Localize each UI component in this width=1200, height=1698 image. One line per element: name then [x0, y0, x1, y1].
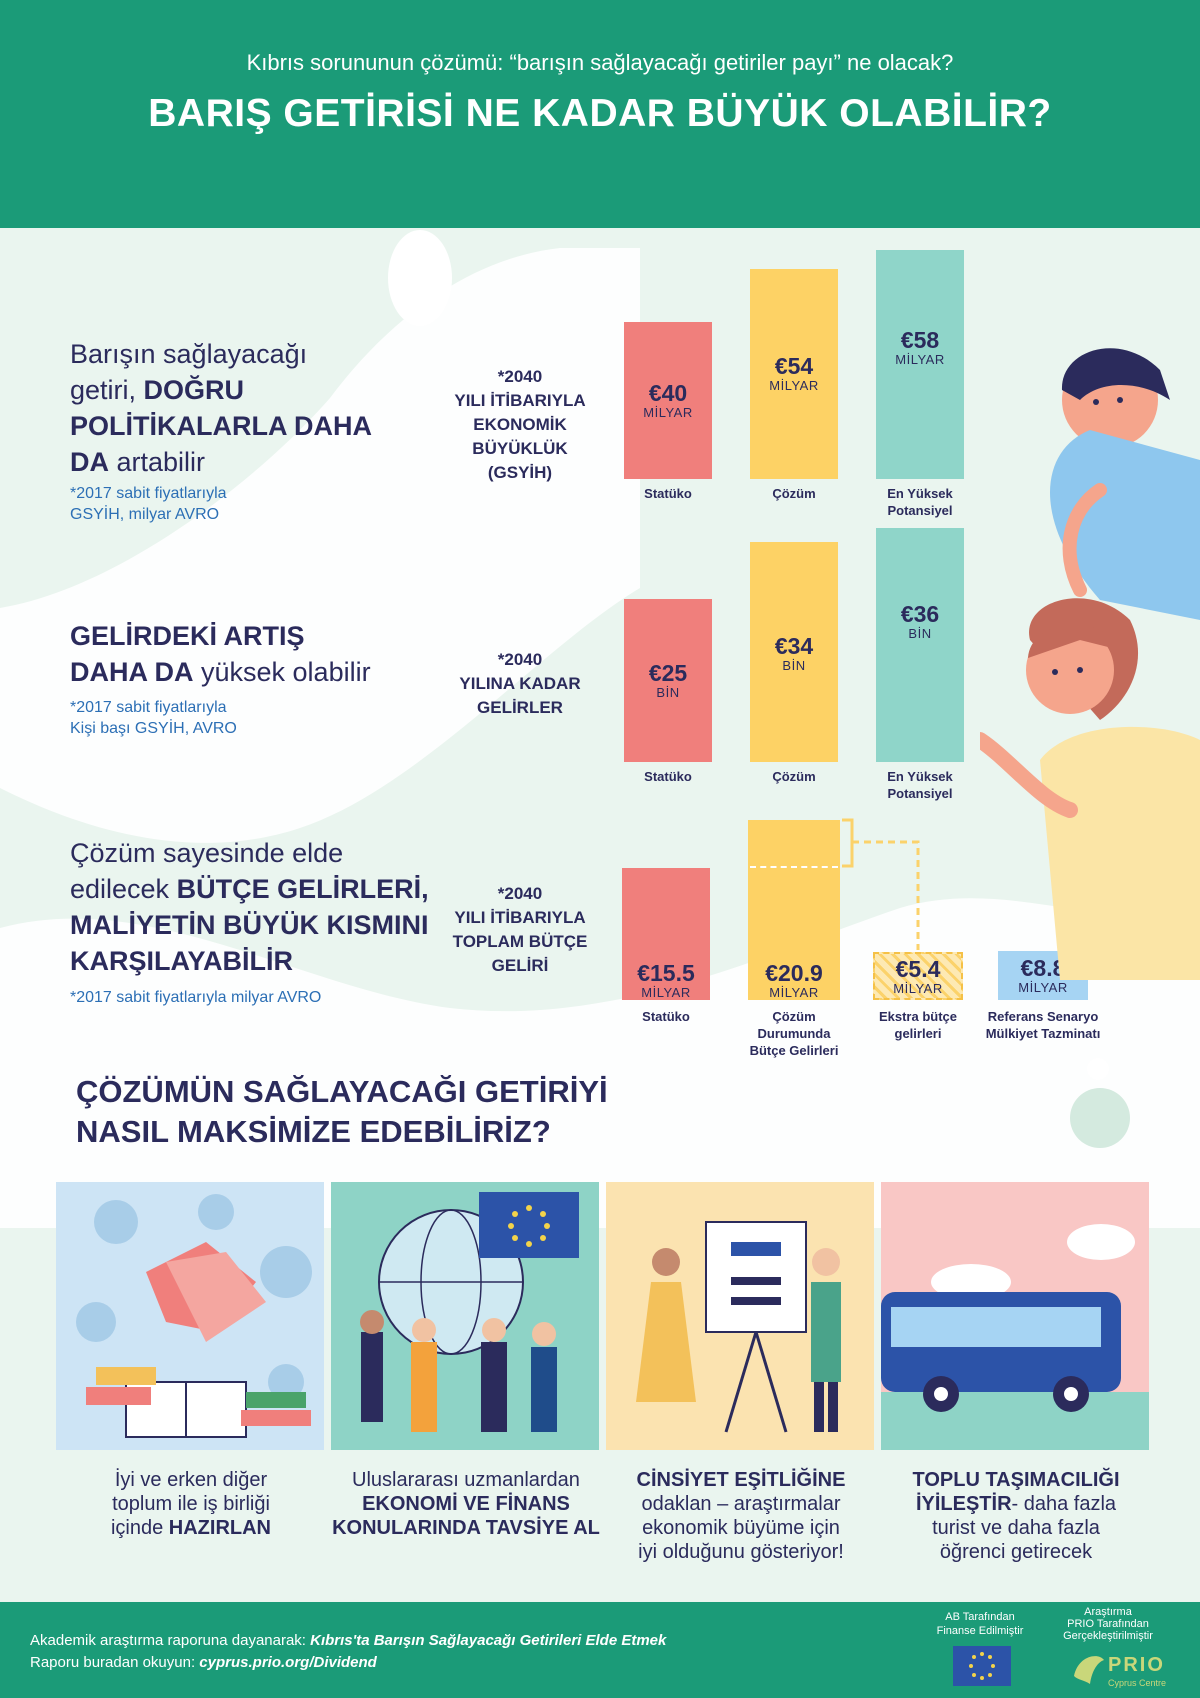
label-gdp-potansiyel: En Yüksek Potansiyel: [887, 486, 953, 518]
section2-note: *2017 sabit fiyatlarıyla Kişi başı GSYİH,…: [70, 699, 237, 737]
label-income-cozum: Çözüm: [772, 769, 816, 784]
caption-gender: CİNSİYET EŞİTLİĞİNE odaklan – araştırmal…: [636, 1469, 846, 1563]
caption-cooperation: İyi ve erken diğer toplum ile iş birliği…: [110, 1469, 272, 1539]
section2-row-label: *2040 YILINA KADAR GELİRLER: [459, 650, 581, 717]
bar-income-potansiyel: €36 BİN: [876, 528, 964, 762]
section1-row-label: *2040 YILI İTİBARIYLA EKONOMİK BÜYÜKLÜK (GSY…: [454, 367, 586, 482]
how-title: ÇÖZÜMÜN SAĞLAYACAĞI GETİRİYİ NASIL MAKSİ…: [76, 1074, 608, 1149]
section1-heading: Barışın sağlayacağı getiri, DOĞRU POLİTİ…: [70, 339, 372, 477]
section3-heading: Çözüm sayesinde elde edilecek BÜTÇE GELİ…: [70, 838, 429, 976]
main-title: BARIŞ GETİRİSİ NE KADAR BÜYÜK OLABİLİR?: [148, 92, 1052, 135]
label-income-potansiyel: En Yüksek Potansiyel: [887, 769, 953, 801]
header-banner: [0, 0, 1200, 228]
panel-experts: [331, 1182, 599, 1450]
label-gdp-cozum: Çözüm: [772, 486, 816, 501]
label-budget-tazminat: Referans Senaryo Mülkiyet Tazminatı: [985, 1009, 1101, 1041]
prio-text: Araştırma PRIO Tarafından Gerçekleştirilmi…: [1063, 1606, 1153, 1642]
gender-presentation-illustration: [636, 1221, 841, 1433]
caption-experts: Uluslararası uzmanlardan EKONOMİ VE FİNA…: [332, 1469, 600, 1539]
panel-transport: [881, 1182, 1149, 1450]
panel-gender: [606, 1182, 874, 1450]
subtitle: Kıbrıs sorununun çözümü: “barışın sağlay…: [246, 50, 954, 75]
bar-gdp-statuko: €40 MİLYAR: [624, 322, 712, 479]
label-income-statuko: Statüko: [644, 769, 692, 784]
section1-note: *2017 sabit fiyatlarıyla GSYİH, milyar AV…: [70, 485, 227, 523]
prio-logo: PRIO Cyprus Centre: [1068, 1646, 1168, 1692]
footer-link-line: Raporu buradan okuyun: cyprus.prio.org/D…: [30, 1654, 377, 1671]
budget-dashed-divider: [750, 866, 838, 868]
dove-icon: [1074, 1656, 1104, 1684]
bar-gdp-potansiyel: €58 MİLYAR: [876, 250, 964, 479]
bus-illustration: [881, 1224, 1149, 1450]
people-illustration: [980, 348, 1200, 980]
eu-funding-text: AB Tarafından Finanse Edilmiştir: [936, 1611, 1024, 1637]
section2-heading: GELİRDEKİ ARTIŞ DAHA DA yüksek olabilir: [70, 621, 371, 687]
report-link[interactable]: cyprus.prio.org/Dividend: [199, 1654, 377, 1671]
eu-flag-icon: [953, 1646, 1011, 1686]
section3-row-label: *2040 YILI İTİBARIYLA TOPLAM BÜTÇE GELİRİ: [452, 884, 588, 975]
label-gdp-statuko: Statüko: [644, 486, 692, 501]
experts-globe-illustration: [360, 1192, 579, 1432]
bar-income-cozum: €34 BİN: [750, 542, 838, 762]
label-budget-ekstra: Ekstra bütçe gelirleri: [878, 1009, 958, 1041]
panel-cooperation: [56, 1182, 324, 1450]
budget-bracket: [842, 818, 920, 950]
footer-source-line: Akademik araştırma raporuna dayanarak: K…: [30, 1632, 667, 1649]
label-budget-cozum: Çözüm Durumunda Bütçe Gelirleri: [749, 1009, 839, 1058]
caption-transport: TOPLU TAŞIMACILIĞI İYİLEŞTİR- daha fazla…: [912, 1469, 1120, 1563]
section3-note: *2017 sabit fiyatlarıyla milyar AVRO: [70, 989, 322, 1006]
handshake-books-illustration: [76, 1194, 312, 1438]
bar-budget-cozum: €20.9 MİLYAR: [748, 820, 840, 1000]
bar-income-statuko: €25 BİN: [624, 599, 712, 762]
bar-budget-ekstra: €5.4 MİLYAR: [873, 952, 963, 1000]
bar-gdp-cozum: €54 MİLYAR: [750, 269, 838, 479]
bar-budget-statuko: €15.5 MİLYAR: [622, 868, 710, 1000]
label-budget-statuko: Statüko: [642, 1009, 690, 1024]
